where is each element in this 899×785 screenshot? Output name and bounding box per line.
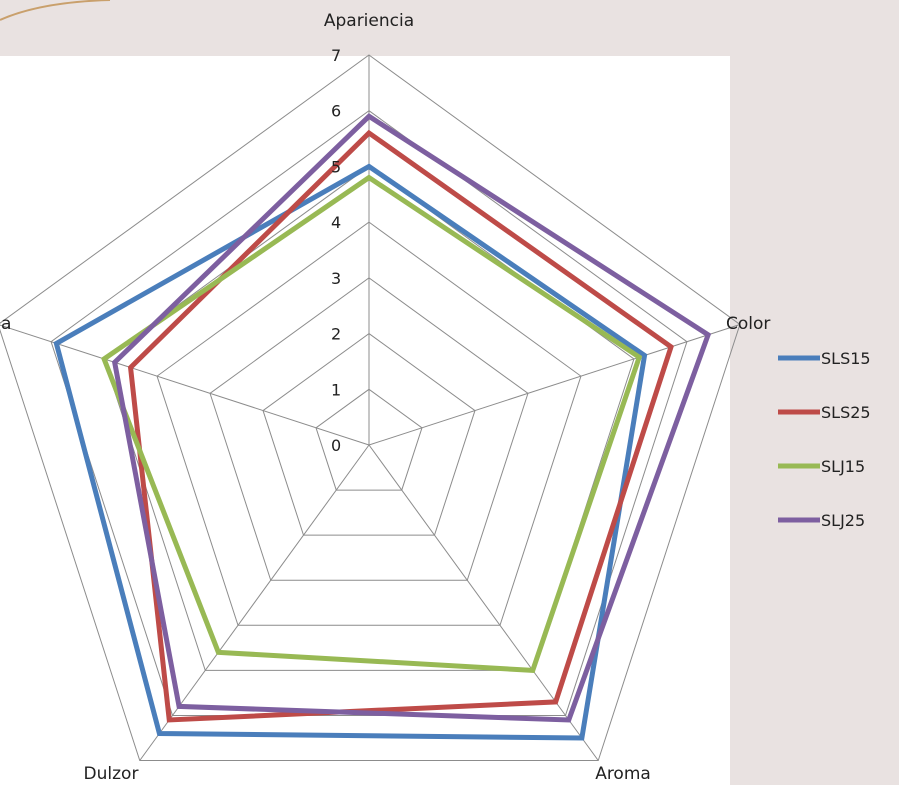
radar-series [53, 113, 712, 741]
tick-label-4: 4 [331, 213, 341, 232]
series-line-slj15 [101, 174, 643, 673]
axis-label-5: a [1, 314, 11, 334]
tick-label-5: 5 [331, 157, 341, 176]
tick-label-2: 2 [331, 325, 341, 344]
axis-label-1: Apariencia [324, 11, 414, 31]
legend-label-slj25: SLJ25 [821, 511, 865, 530]
legend: SLS15 SLS25 SLJ15 SLJ25 [778, 349, 871, 530]
tick-label-6: 6 [331, 102, 341, 121]
axis-spoke-2 [368, 324, 741, 446]
axis-label-4: Dulzor [84, 764, 139, 784]
grid-ring-2 [262, 332, 476, 536]
axis-label-2: Color [726, 314, 770, 334]
axis-label-3: Aroma [595, 764, 651, 784]
legend-label-sls15: SLS15 [821, 349, 871, 368]
grid-ring-1 [315, 388, 423, 491]
legend-label-sls25: SLS25 [821, 403, 871, 422]
tick-label-1: 1 [331, 380, 341, 399]
tick-label-0: 0 [331, 436, 341, 455]
radar-grid [0, 54, 741, 762]
radial-tick-labels: 0 1 2 3 4 5 6 7 [331, 46, 341, 455]
axis-spoke-3 [368, 444, 599, 761]
axis-labels: Apariencia Color Aroma Dulzor a [1, 11, 770, 784]
series-line-slj25 [111, 113, 712, 723]
series-line-sls15 [53, 163, 648, 741]
tick-label-3: 3 [331, 269, 341, 288]
grid-ring-3 [209, 277, 529, 581]
axis-spoke-5 [0, 324, 370, 446]
legend-label-slj15: SLJ15 [821, 457, 865, 476]
tick-label-7: 7 [331, 46, 341, 65]
grid-ring-7 [0, 54, 741, 762]
grid-ring-4 [156, 221, 582, 626]
